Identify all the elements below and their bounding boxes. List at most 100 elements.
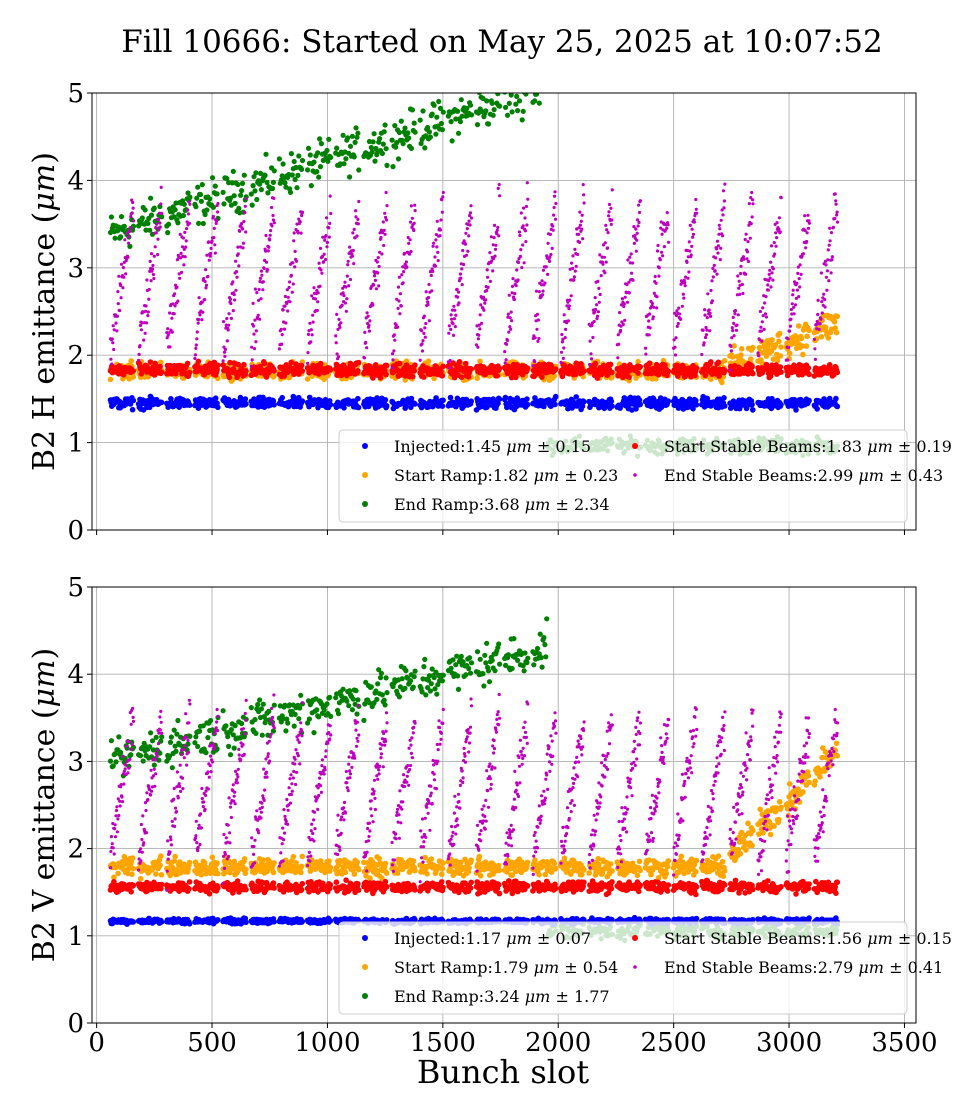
data-point-start-stable-beams	[261, 360, 268, 367]
data-point-end-ramp	[113, 759, 119, 765]
data-point-end-stable-beams	[328, 221, 332, 225]
data-point-end-stable-beams	[619, 303, 624, 307]
data-point-start-stable-beams	[381, 367, 388, 374]
data-point-end-stable-beams	[178, 276, 182, 280]
data-point-end-ramp	[412, 129, 418, 135]
data-point-end-ramp	[254, 196, 260, 203]
data-point-start-stable-beams	[637, 364, 643, 370]
data-point-end-stable-beams	[196, 321, 200, 325]
data-point-injected	[552, 393, 559, 400]
data-point-end-ramp	[543, 79, 548, 84]
data-point-end-stable-beams	[744, 232, 748, 236]
data-point-end-ramp	[449, 138, 455, 144]
data-point-end-stable-beams	[224, 323, 228, 327]
data-point-end-ramp	[518, 87, 523, 92]
data-point-end-stable-beams	[384, 215, 388, 219]
data-point-end-ramp	[172, 207, 178, 213]
data-point-end-stable-beams	[609, 206, 613, 210]
data-point-end-stable-beams	[222, 345, 226, 349]
data-point-end-ramp	[395, 156, 402, 162]
data-point-end-ramp	[539, 82, 544, 87]
data-point-end-stable-beams	[381, 220, 385, 224]
data-point-end-stable-beams	[338, 325, 342, 329]
data-point-end-stable-beams	[129, 215, 133, 219]
data-point-end-stable-beams	[606, 231, 610, 235]
data-point-end-ramp	[405, 130, 411, 136]
data-point-end-ramp	[316, 714, 322, 720]
data-point-end-stable-beams	[675, 309, 679, 313]
data-point-end-ramp	[541, 75, 546, 80]
data-point-end-stable-beams	[268, 233, 272, 237]
data-point-end-stable-beams	[582, 201, 586, 205]
data-point-end-ramp	[258, 187, 264, 193]
data-point-end-stable-beams	[225, 317, 229, 321]
data-point-end-stable-beams	[719, 218, 723, 222]
data-point-start-ramp	[750, 344, 756, 351]
data-point-start-stable-beams	[468, 366, 475, 372]
data-point-end-ramp	[192, 740, 198, 746]
data-point-end-stable-beams	[486, 275, 490, 279]
data-point-end-stable-beams	[769, 244, 774, 248]
data-point-end-stable-beams	[137, 358, 141, 362]
data-point-end-stable-beams	[324, 257, 328, 262]
data-point-end-stable-beams	[547, 259, 552, 263]
data-point-end-stable-beams	[272, 196, 276, 200]
data-point-end-ramp	[231, 745, 237, 751]
data-point-end-stable-beams	[579, 219, 583, 223]
data-point-end-stable-beams	[569, 294, 573, 298]
data-point-end-ramp	[317, 136, 323, 142]
data-point-injected	[778, 401, 784, 408]
data-point-end-stable-beams	[117, 274, 121, 278]
data-point-end-ramp	[205, 735, 211, 741]
data-point-end-stable-beams	[717, 223, 721, 227]
data-point-end-stable-beams	[271, 218, 275, 222]
data-point-end-ramp	[252, 716, 258, 723]
data-point-end-stable-beams	[125, 231, 129, 235]
data-point-end-stable-beams	[493, 247, 498, 251]
data-point-end-ramp	[354, 134, 360, 140]
data-point-end-stable-beams	[792, 312, 796, 316]
data-point-end-stable-beams	[253, 318, 257, 322]
data-point-end-stable-beams	[599, 274, 603, 278]
data-point-start-stable-beams	[355, 368, 361, 374]
data-point-end-stable-beams	[252, 324, 256, 328]
data-point-end-stable-beams	[431, 244, 435, 248]
data-point-start-stable-beams	[298, 362, 305, 369]
data-point-end-stable-beams	[339, 321, 343, 325]
data-point-end-stable-beams	[455, 287, 459, 291]
data-point-end-stable-beams	[826, 248, 830, 252]
data-point-end-stable-beams	[777, 216, 782, 220]
data-point-end-stable-beams	[413, 209, 417, 213]
data-point-end-stable-beams	[240, 227, 245, 231]
data-point-start-stable-beams	[665, 368, 672, 375]
data-point-end-ramp	[434, 114, 440, 120]
data-point-end-ramp	[121, 223, 127, 229]
data-point-end-stable-beams	[706, 292, 710, 296]
data-point-end-ramp	[382, 122, 388, 128]
data-point-end-stable-beams	[131, 200, 135, 205]
data-point-end-stable-beams	[364, 340, 368, 344]
data-point-end-stable-beams	[694, 197, 698, 202]
data-point-end-stable-beams	[212, 236, 216, 240]
data-point-end-ramp	[316, 174, 322, 180]
data-point-end-stable-beams	[522, 206, 526, 210]
data-point-end-stable-beams	[590, 324, 594, 328]
data-point-end-stable-beams	[421, 339, 425, 343]
data-point-end-ramp	[344, 698, 350, 704]
data-point-end-stable-beams	[789, 307, 794, 312]
data-point-end-stable-beams	[736, 313, 740, 317]
y-tick-label: 1	[67, 429, 84, 459]
series-end-ramp	[107, 616, 841, 944]
data-point-start-stable-beams	[494, 373, 501, 379]
data-point-end-stable-beams	[453, 308, 457, 312]
data-point-end-stable-beams	[589, 357, 594, 361]
data-point-end-stable-beams	[334, 334, 338, 338]
data-point-end-ramp	[426, 129, 432, 135]
data-point-end-stable-beams	[703, 335, 708, 340]
data-point-end-ramp	[457, 119, 463, 125]
data-point-end-stable-beams	[395, 297, 399, 301]
data-point-end-stable-beams	[194, 346, 198, 350]
data-point-end-stable-beams	[474, 343, 479, 347]
data-point-end-stable-beams	[825, 269, 830, 273]
data-point-end-ramp	[253, 730, 259, 737]
